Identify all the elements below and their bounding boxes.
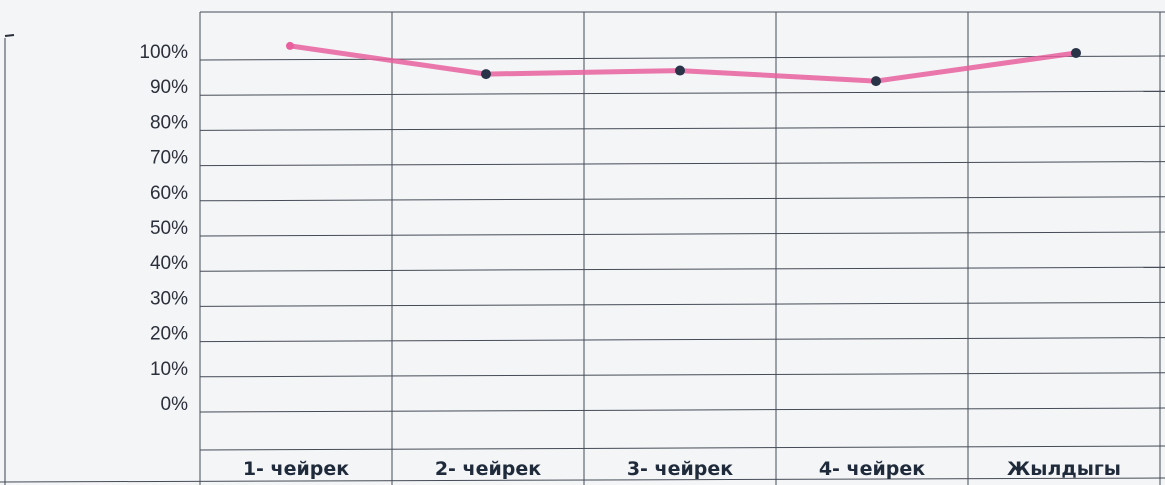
x-tick-label: 2- чейрек	[435, 458, 541, 480]
data-point	[481, 69, 491, 80]
y-tick-label: 20%	[150, 324, 188, 345]
data-point	[286, 41, 294, 50]
gridline-y	[199, 407, 1165, 413]
y-tick-label: 50%	[150, 218, 188, 239]
data-point	[1071, 47, 1081, 58]
outer-frame-tick	[4, 34, 15, 37]
y-tick-label: 40%	[150, 253, 188, 274]
y-tick-label: 60%	[150, 183, 188, 204]
y-tick-label: 0%	[161, 394, 189, 415]
gridline-y	[199, 301, 1165, 307]
gridline-y	[199, 90, 1165, 96]
y-tick-label: 100%	[139, 42, 188, 63]
x-tick-label: 4- чейрек	[819, 458, 925, 480]
gridline-y	[199, 55, 1165, 61]
x-tick-label: 1- чейрек	[243, 458, 349, 480]
data-point	[871, 76, 881, 87]
y-tick-label: 80%	[150, 112, 188, 133]
x-tick-label: 3- чейрек	[627, 458, 733, 480]
gridline-y	[199, 372, 1165, 378]
y-tick-label: 30%	[150, 288, 188, 309]
gridline-y	[199, 266, 1165, 272]
y-tick-label: 70%	[150, 148, 188, 169]
gridline-category-band	[199, 445, 1165, 451]
gridline-y	[199, 196, 1165, 202]
data-point	[675, 65, 685, 76]
y-tick-label: 90%	[150, 77, 188, 98]
gridline-y	[199, 231, 1165, 237]
y-tick-label: 10%	[150, 359, 188, 380]
x-axis-ticks: 1- чейрек 2- чейрек 3- чейрек 4- чейрек Жылд…	[243, 458, 1121, 480]
gridline-bottom	[0, 477, 1165, 483]
gridline-y	[199, 161, 1165, 167]
gridline-y	[199, 125, 1165, 131]
grid	[0, 11, 1165, 485]
y-axis-ticks: 0% 10% 20% 30% 40% 50% 60% 70% 80% 90% 100%	[139, 42, 188, 415]
x-tick-label: Жылдыгы	[1007, 458, 1121, 480]
gridline-y	[199, 337, 1165, 343]
series-layer	[286, 41, 1081, 87]
